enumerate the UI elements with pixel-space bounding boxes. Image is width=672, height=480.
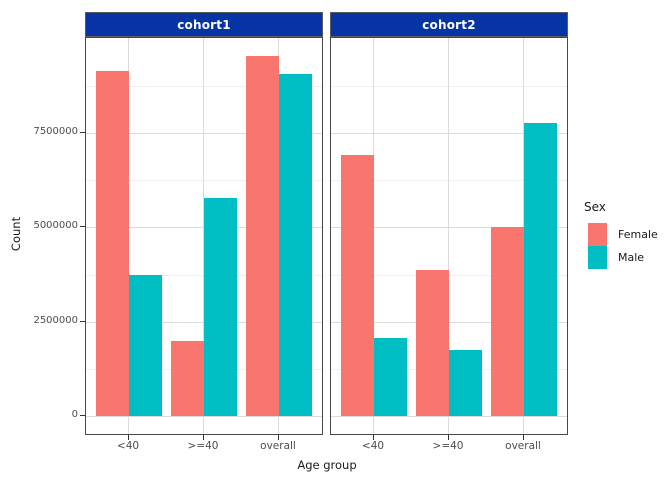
facet-strip-cohort2: cohort2 — [330, 12, 568, 37]
x-axis-tick — [523, 435, 524, 440]
x-tick-label: overall — [505, 440, 541, 452]
y-axis-tick — [80, 415, 85, 416]
bar-cohort2-Female-1 — [416, 270, 449, 416]
legend-title: Sex — [584, 200, 606, 214]
gridline-minor — [331, 180, 567, 182]
legend: Sex Female Male — [584, 200, 670, 269]
x-axis-tick — [373, 435, 374, 440]
gridline-minor — [86, 180, 322, 182]
gridline-major — [331, 133, 567, 135]
bar-cohort2-Male-0 — [374, 338, 407, 416]
facet-panel-cohort2 — [330, 37, 568, 435]
facet-panel-cohort1 — [85, 37, 323, 435]
gridline-minor — [331, 274, 567, 276]
bar-cohort1-Male-2 — [279, 74, 312, 416]
facet-strip-cohort1: cohort1 — [85, 12, 323, 37]
facet-strip-label: cohort1 — [177, 17, 231, 32]
x-tick-label: <40 — [116, 440, 140, 452]
bar-cohort2-Female-0 — [341, 155, 374, 416]
gridline-minor — [86, 85, 322, 87]
y-axis-tick — [80, 320, 85, 322]
gridline-vertical — [203, 38, 204, 434]
legend-swatch-male — [588, 246, 607, 269]
y-tick-label: 2500000 — [33, 314, 78, 326]
x-tick-label: <40 — [361, 440, 385, 452]
y-tick-label: 5000000 — [33, 220, 78, 232]
bar-cohort2-Male-2 — [524, 123, 557, 416]
y-axis-tick — [80, 132, 85, 134]
bar-cohort1-Male-1 — [204, 198, 237, 416]
x-tick-label: >=40 — [432, 440, 464, 452]
x-axis-tick — [448, 435, 449, 440]
gridline-major — [331, 321, 567, 323]
y-tick-label: 0 — [71, 409, 78, 420]
x-axis-title: Age group — [297, 458, 357, 472]
gridline-major — [331, 227, 567, 229]
gridline-major — [331, 416, 567, 417]
x-tick-label: >=40 — [187, 440, 219, 452]
y-axis-title: Count — [9, 216, 23, 252]
legend-swatch-female — [588, 223, 607, 246]
bar-cohort1-Male-0 — [129, 275, 162, 416]
x-tick-label: overall — [260, 440, 296, 452]
bar-cohort1-Female-0 — [96, 71, 129, 416]
bar-cohort2-Male-1 — [449, 350, 482, 416]
legend-key-male: Male — [588, 246, 670, 269]
x-axis-tick — [203, 435, 204, 440]
legend-label: Male — [618, 251, 645, 264]
legend-label: Female — [618, 228, 658, 241]
facet-strip-label: cohort2 — [422, 17, 476, 32]
bar-cohort1-Female-1 — [171, 341, 204, 416]
gridline-major — [86, 416, 322, 417]
gridline-major — [86, 133, 322, 135]
bar-cohort2-Female-2 — [491, 227, 524, 416]
gridline-minor — [331, 85, 567, 87]
x-axis-tick — [128, 435, 129, 440]
gridline-vertical — [448, 38, 449, 434]
bar-cohort1-Female-2 — [246, 56, 279, 416]
x-axis-tick — [278, 435, 279, 440]
legend-key-female: Female — [588, 223, 670, 246]
y-tick-label: 7500000 — [33, 126, 78, 138]
legend-keys: Female Male — [584, 223, 670, 269]
y-axis-tick — [80, 226, 85, 228]
